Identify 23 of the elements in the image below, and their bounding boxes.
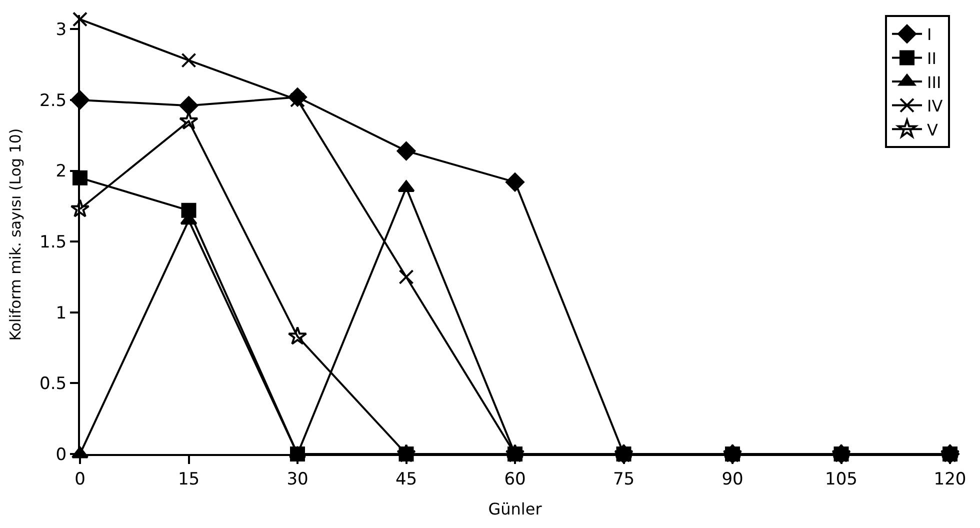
x-tick-label: 0	[74, 469, 86, 490]
x-tick-label: 60	[504, 469, 526, 490]
y-axis-title: Koliform mik. sayısı (Log 10)	[6, 128, 24, 341]
x-tick-label: 90	[722, 469, 744, 490]
legend-label: V	[927, 120, 938, 140]
legend-label: I	[927, 25, 932, 44]
x-tick-label: 75	[612, 469, 635, 490]
y-tick-label: 0	[56, 444, 67, 465]
x-tick-label: 45	[395, 469, 418, 490]
legend-label: II	[927, 48, 936, 68]
y-tick-label: 2	[56, 162, 67, 182]
x-axis-title: Günler	[488, 500, 542, 519]
y-tick-label: 2.5	[40, 90, 67, 111]
legend-label: III	[927, 72, 942, 92]
x-tick-label: 120	[934, 469, 966, 490]
y-tick-label: 3	[56, 20, 67, 40]
y-tick-label: 1.5	[40, 232, 67, 253]
x-tick-label: 15	[178, 469, 200, 490]
legend-label: IV	[927, 96, 943, 116]
y-tick-label: 0.5	[40, 374, 67, 394]
y-tick-label: 1	[56, 303, 67, 324]
x-tick-label: 105	[825, 469, 858, 490]
x-tick-label: 30	[286, 469, 308, 490]
